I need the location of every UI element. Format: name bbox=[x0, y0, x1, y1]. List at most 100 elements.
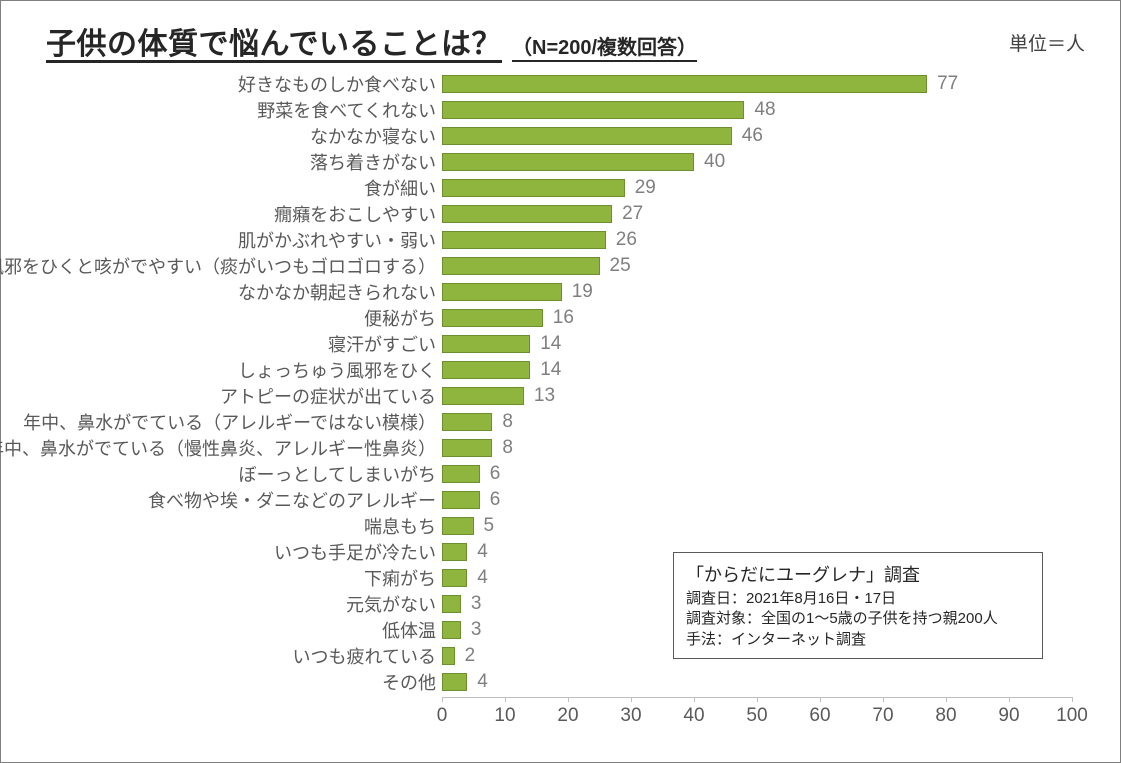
category-label: 肌がかぶれやすい・弱い bbox=[238, 227, 442, 253]
bar bbox=[442, 127, 732, 145]
bar bbox=[442, 387, 524, 405]
bar bbox=[442, 101, 744, 119]
category-label: 元気がない bbox=[346, 591, 442, 617]
category-label: 風邪をひくと咳がでやすい（痰がいつもゴロゴロする） bbox=[0, 253, 442, 279]
x-tick-label: 30 bbox=[620, 705, 641, 727]
category-label: 喘息もち bbox=[364, 513, 442, 539]
category-label: 癇癪をおこしやすい bbox=[274, 201, 442, 227]
bar-row: 癇癪をおこしやすい27 bbox=[1, 201, 1121, 227]
bar-row: しょっちゅう風邪をひく14 bbox=[1, 357, 1121, 383]
bar bbox=[442, 309, 543, 327]
x-tick bbox=[1072, 697, 1073, 702]
bar-row: 食べ物や埃・ダニなどのアレルギー6 bbox=[1, 487, 1121, 513]
bar-row: 落ち着きがない40 bbox=[1, 149, 1121, 175]
bar bbox=[442, 647, 455, 665]
x-tick-label: 10 bbox=[494, 705, 515, 727]
category-label: 食が細い bbox=[364, 175, 442, 201]
value-label: 77 bbox=[937, 73, 958, 95]
bar-row: 野菜を食べてくれない 48 bbox=[1, 97, 1121, 123]
category-label: 落ち着きがない bbox=[310, 149, 442, 175]
category-label: なかなか朝起きられない bbox=[238, 279, 442, 305]
value-label: 3 bbox=[471, 593, 482, 615]
x-tick-label: 80 bbox=[935, 705, 956, 727]
category-label: 低体温 bbox=[382, 617, 442, 643]
x-tick bbox=[505, 697, 506, 702]
bar bbox=[442, 543, 467, 561]
x-tick-label: 20 bbox=[557, 705, 578, 727]
bar-row: ぼーっとしてしまいがち 6 bbox=[1, 461, 1121, 487]
value-label: 13 bbox=[534, 385, 555, 407]
bar bbox=[442, 439, 492, 457]
bar-row: なかなか朝起きられない 19 bbox=[1, 279, 1121, 305]
value-label: 3 bbox=[471, 619, 482, 641]
chart-title: 子供の体質で悩んでいることは？ （N=200/複数回答） bbox=[46, 19, 697, 63]
category-label: いつも手足が冷たい bbox=[274, 539, 442, 565]
bar-row: アトピーの症状が出ている13 bbox=[1, 383, 1121, 409]
bar bbox=[442, 283, 562, 301]
x-tick-label: 60 bbox=[809, 705, 830, 727]
bar bbox=[442, 413, 492, 431]
value-label: 16 bbox=[553, 307, 574, 329]
value-label: 26 bbox=[616, 229, 637, 251]
bar-row: 喘息もち 5 bbox=[1, 513, 1121, 539]
category-label: 寝汗がすごい bbox=[328, 331, 442, 357]
value-label: 19 bbox=[572, 281, 593, 303]
bar bbox=[442, 231, 606, 249]
title-main: 子供の体質で悩んでいることは？ bbox=[46, 19, 502, 63]
category-label: しょっちゅう風邪をひく bbox=[238, 357, 442, 383]
bar bbox=[442, 517, 474, 535]
x-tick-label: 40 bbox=[683, 705, 704, 727]
category-label: 野菜を食べてくれない bbox=[257, 97, 442, 123]
x-tick bbox=[820, 697, 821, 702]
bar-row: 年中、鼻水がでている（アレルギーではない模様）8 bbox=[1, 409, 1121, 435]
value-label: 5 bbox=[484, 515, 495, 537]
category-label: なかなか寝ない bbox=[310, 123, 442, 149]
category-label: ぼーっとしてしまいがち bbox=[239, 461, 442, 487]
value-label: 46 bbox=[742, 125, 763, 147]
chart-frame: 子供の体質で悩んでいることは？ （N=200/複数回答） 単位＝人 好きなものし… bbox=[0, 0, 1121, 763]
x-tick bbox=[1009, 697, 1010, 702]
x-tick-label: 90 bbox=[998, 705, 1019, 727]
value-label: 8 bbox=[502, 411, 513, 433]
category-label: 便秘がち bbox=[364, 305, 442, 331]
bar bbox=[442, 257, 600, 275]
category-label: 好きなものしか食べない bbox=[238, 71, 442, 97]
bar bbox=[442, 491, 480, 509]
category-label: 下痢がち bbox=[364, 565, 442, 591]
bar bbox=[442, 361, 530, 379]
info-box-title: 「からだにユーグレナ」調査 bbox=[686, 561, 1030, 587]
bar-row: 食が細い29 bbox=[1, 175, 1121, 201]
bar-row: その他 4 bbox=[1, 669, 1121, 695]
info-box-line: 手法：インターネット調査 bbox=[686, 630, 1030, 650]
value-label: 2 bbox=[465, 645, 476, 667]
value-label: 4 bbox=[477, 541, 488, 563]
survey-info-box: 「からだにユーグレナ」調査 調査日：2021年8月16日・17日 調査対象：全国… bbox=[673, 552, 1043, 659]
bar bbox=[442, 569, 467, 587]
value-label: 4 bbox=[477, 567, 488, 589]
info-box-line: 調査対象：全国の1～5歳の子供を持つ親200人 bbox=[686, 609, 1030, 629]
bar-row: 肌がかぶれやすい・弱い 26 bbox=[1, 227, 1121, 253]
bar-row: 寝汗がすごい 14 bbox=[1, 331, 1121, 357]
value-label: 6 bbox=[490, 463, 501, 485]
value-label: 4 bbox=[477, 671, 488, 693]
category-label: 年中、鼻水がでている（慢性鼻炎、アレルギー性鼻炎） bbox=[0, 435, 442, 461]
bar-row: 便秘がち 16 bbox=[1, 305, 1121, 331]
bar-row: 風邪をひくと咳がでやすい（痰がいつもゴロゴロする）25 bbox=[1, 253, 1121, 279]
value-label: 48 bbox=[754, 99, 775, 121]
category-label: いつも疲れている bbox=[293, 643, 442, 669]
bar bbox=[442, 153, 694, 171]
value-label: 6 bbox=[490, 489, 501, 511]
value-label: 8 bbox=[502, 437, 513, 459]
x-tick bbox=[568, 697, 569, 702]
unit-label: 単位＝人 bbox=[1009, 29, 1085, 56]
x-tick bbox=[946, 697, 947, 702]
value-label: 14 bbox=[540, 333, 561, 355]
bar bbox=[442, 673, 467, 691]
bar bbox=[442, 465, 480, 483]
bar-row: なかなか寝ない 46 bbox=[1, 123, 1121, 149]
bar bbox=[442, 75, 927, 93]
x-tick-label: 50 bbox=[746, 705, 767, 727]
category-label: その他 bbox=[382, 669, 442, 695]
bar bbox=[442, 179, 625, 197]
x-tick bbox=[631, 697, 632, 702]
